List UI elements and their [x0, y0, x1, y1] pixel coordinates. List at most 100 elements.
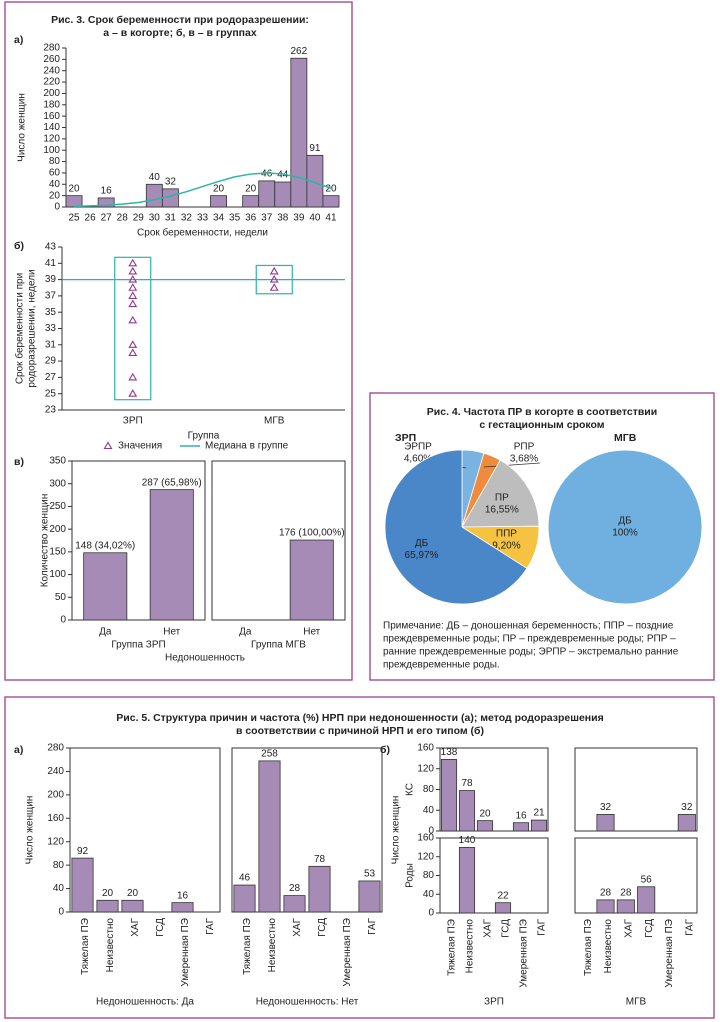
- data-label: 32: [681, 802, 693, 813]
- bar: [242, 195, 260, 208]
- point: [269, 275, 279, 283]
- y-tick-label: 50: [55, 592, 67, 603]
- x-axis-label: МГВ: [626, 997, 647, 1008]
- data-label: 46: [261, 169, 273, 180]
- y-tick-label: 25: [45, 388, 57, 399]
- note: преждевременные роды.: [383, 660, 500, 671]
- y-axis-label: Число женщин: [17, 93, 28, 162]
- x-tick-label: 33: [197, 213, 209, 224]
- bar: [530, 819, 548, 832]
- y-tick-label: 240: [43, 65, 60, 76]
- plot-frame: [211, 460, 346, 621]
- y-axis-label: Число женщин: [391, 796, 402, 865]
- data-label: 32: [600, 802, 612, 813]
- y-tick-label: 140: [43, 122, 60, 133]
- x-tick-label: 29: [133, 213, 145, 224]
- plot-frame: [231, 747, 383, 913]
- bar: [677, 814, 696, 832]
- y-tick-label: 180: [43, 99, 60, 110]
- group-box: [255, 264, 293, 295]
- bar: [458, 846, 476, 914]
- bar: [96, 899, 119, 913]
- data-label: 20: [127, 888, 139, 899]
- data-label: 148 (34,02%): [75, 540, 135, 551]
- y-tick-label: 40: [53, 883, 65, 894]
- data-label: 32: [165, 176, 177, 187]
- point: [128, 315, 138, 324]
- bar: [65, 195, 83, 208]
- bar: [476, 820, 494, 832]
- point: [128, 372, 138, 381]
- y-tick-label: 100: [49, 569, 66, 580]
- x-tick-label: Неизвестно: [267, 918, 278, 973]
- x-tick-label: 28: [117, 213, 129, 224]
- bar: [149, 489, 194, 621]
- x-tick-label: МГВ: [264, 416, 285, 427]
- plot-frame: [71, 460, 206, 621]
- bar: [97, 197, 115, 208]
- y-tick-label: 300: [49, 478, 66, 489]
- y-tick-label: 37: [45, 291, 57, 302]
- bar: [83, 552, 128, 621]
- x-tick-label: 39: [293, 213, 305, 224]
- y-tick-label: 120: [47, 836, 64, 847]
- point: [128, 258, 138, 267]
- note: ранние преждевременные роды; ЭРПР – экст…: [383, 647, 679, 658]
- x-tick-label: Да: [99, 627, 112, 638]
- figure-title: Рис. 3. Срок беременности при родоразреш…: [51, 14, 309, 26]
- y-tick-label: 120: [43, 133, 60, 144]
- y-tick-label: 150: [49, 546, 66, 557]
- bar: [145, 183, 163, 208]
- y-tick-label: 0: [58, 907, 64, 918]
- slice-value: 16,55%: [485, 504, 519, 515]
- bar: [308, 865, 331, 913]
- y-tick-label: 80: [423, 870, 435, 881]
- data-label: 16: [515, 810, 527, 821]
- plot-frame: [439, 837, 549, 914]
- x-tick-label: ГСД: [501, 919, 512, 938]
- slice-label: ДБ: [618, 516, 632, 527]
- legend-label: Значения: [118, 441, 162, 452]
- data-label: 20: [325, 183, 337, 194]
- bar: [306, 154, 324, 208]
- x-tick-label: Умеренная ПЭ: [519, 919, 530, 988]
- slice-value: 100%: [612, 528, 638, 539]
- point: [128, 389, 138, 397]
- y-tick-label: 260: [43, 54, 60, 65]
- group-box: [114, 256, 152, 401]
- pie-title: МГВ: [614, 432, 637, 444]
- y-tick-label: 350: [49, 456, 66, 467]
- point: [128, 275, 138, 283]
- x-tick-label: Умеренная ПЭ: [180, 918, 191, 987]
- x-tick-label: Нет: [303, 627, 320, 638]
- y-tick-label: 27: [45, 372, 57, 383]
- x-tick-label: ХАГ: [483, 918, 494, 937]
- data-label: 140: [459, 835, 476, 846]
- y-axis-label: Число женщин: [25, 796, 36, 865]
- y-tick-label: 120: [417, 851, 434, 862]
- data-label: 287 (65,98%): [142, 477, 202, 488]
- figure-title: Рис. 4. Частота ПР в когорте в соответст…: [427, 406, 657, 418]
- data-label: 20: [245, 183, 257, 194]
- data-label: 53: [364, 869, 376, 880]
- x-tick-label: 38: [277, 213, 289, 224]
- pie-title: ЗРП: [395, 432, 416, 444]
- pie-slice: [384, 449, 528, 605]
- panel-label: б): [14, 240, 24, 252]
- figure-title: с гестационным сроком: [479, 419, 604, 431]
- bar: [274, 181, 292, 208]
- x-tick-label: ХАГ: [292, 917, 303, 936]
- pie-slice: [547, 449, 703, 605]
- x-tick-label: Тяжелая ПЭ: [80, 918, 91, 975]
- y-tick-label: 160: [47, 813, 64, 824]
- bar: [171, 902, 194, 913]
- slice-label: ПР: [495, 492, 509, 503]
- x-tick-label: ГАГ: [684, 918, 695, 935]
- data-label: 28: [289, 883, 301, 894]
- x-tick-label: ХАГ: [130, 917, 141, 936]
- note: преждевременные роды; ПР – преждевременн…: [383, 634, 676, 645]
- figure-title: в соответствии с причиной НРП и его типо…: [236, 725, 484, 737]
- x-tick-label: ГАГ: [537, 918, 548, 935]
- y-tick-label: 80: [423, 784, 435, 795]
- data-label: 44: [277, 170, 289, 181]
